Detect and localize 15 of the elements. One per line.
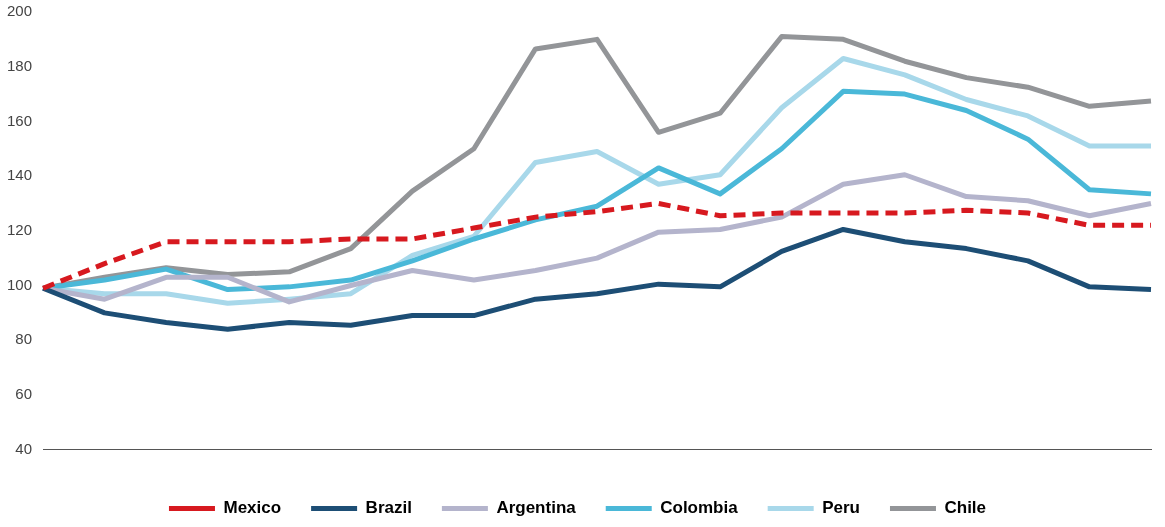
legend-label: Brazil [365,498,412,518]
legend-label: Peru [822,498,860,518]
legend-label: Chile [944,498,987,518]
y-tick-label: 140 [7,166,33,184]
legend-label: Argentina [496,498,577,518]
y-tick-label: 40 [15,439,33,457]
y-tick-label: 100 [7,275,33,293]
y-tick-label: 180 [7,56,33,74]
legend-label: Colombia [660,498,739,518]
y-tick-label: 120 [7,220,33,238]
y-tick-label: 60 [15,385,33,403]
y-tick-label: 160 [7,111,33,129]
y-tick-label: 80 [15,330,33,348]
y-tick-label: 200 [7,2,33,20]
legend-label: Mexico [223,498,282,518]
